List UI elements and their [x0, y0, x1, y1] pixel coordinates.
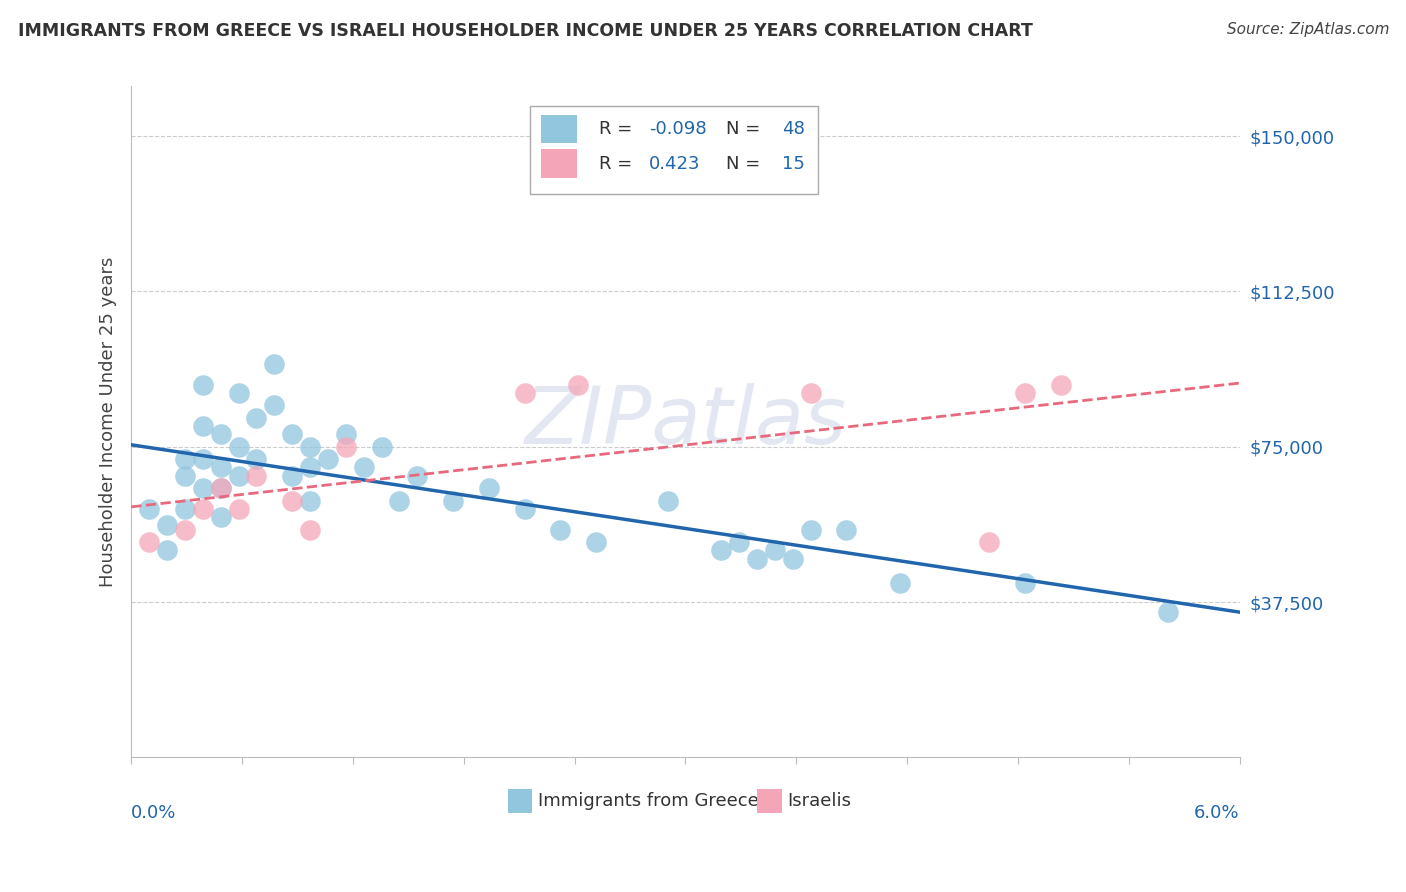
Point [799, 385, 821, 400]
FancyBboxPatch shape [541, 150, 576, 178]
Point [745, 551, 768, 566]
Point [281, 427, 304, 442]
Point [191, 501, 214, 516]
Point [173, 468, 195, 483]
Point [1014, 385, 1036, 400]
Point [228, 385, 250, 400]
Point [353, 460, 375, 475]
Text: IMMIGRANTS FROM GREECE VS ISRAELI HOUSEHOLDER INCOME UNDER 25 YEARS CORRELATION : IMMIGRANTS FROM GREECE VS ISRAELI HOUSEH… [18, 22, 1033, 40]
Point [298, 440, 321, 454]
Point [657, 493, 679, 508]
Point [173, 501, 195, 516]
Text: 0.0%: 0.0% [131, 805, 177, 822]
Text: Israelis: Israelis [787, 792, 852, 810]
Point [156, 543, 179, 558]
Text: R =: R = [599, 154, 638, 172]
Point [979, 535, 1001, 549]
Point [173, 452, 195, 467]
Point [316, 452, 339, 467]
FancyBboxPatch shape [508, 789, 533, 813]
Point [209, 510, 232, 524]
Point [1014, 576, 1036, 591]
Text: 15: 15 [782, 154, 804, 172]
Point [156, 518, 179, 533]
Text: N =: N = [727, 154, 766, 172]
Point [513, 501, 536, 516]
FancyBboxPatch shape [530, 106, 818, 194]
Point [263, 357, 285, 371]
Point [548, 523, 571, 537]
Y-axis label: Householder Income Under 25 years: Householder Income Under 25 years [100, 257, 117, 587]
Point [710, 543, 733, 558]
Point [138, 535, 160, 549]
Point [138, 501, 160, 516]
Point [209, 427, 232, 442]
Point [335, 440, 357, 454]
Point [835, 523, 858, 537]
Text: 6.0%: 6.0% [1194, 805, 1240, 822]
Point [245, 452, 267, 467]
Point [1157, 606, 1180, 620]
Point [191, 481, 214, 495]
Point [478, 481, 501, 495]
Point [263, 398, 285, 412]
Text: N =: N = [727, 120, 766, 137]
Point [1049, 377, 1071, 392]
Point [889, 576, 911, 591]
Point [191, 377, 214, 392]
Text: ZIPatlas: ZIPatlas [524, 383, 846, 461]
Point [370, 440, 392, 454]
Point [245, 468, 267, 483]
Text: 0.423: 0.423 [648, 154, 700, 172]
Point [298, 460, 321, 475]
Point [298, 493, 321, 508]
Point [209, 481, 232, 495]
Point [228, 501, 250, 516]
Point [728, 535, 751, 549]
Text: 48: 48 [782, 120, 804, 137]
Point [191, 452, 214, 467]
Point [388, 493, 411, 508]
Point [191, 419, 214, 434]
Point [406, 468, 429, 483]
Point [335, 427, 357, 442]
Point [245, 410, 267, 425]
FancyBboxPatch shape [758, 789, 782, 813]
Text: R =: R = [599, 120, 638, 137]
Point [209, 481, 232, 495]
Point [298, 523, 321, 537]
Text: -0.098: -0.098 [648, 120, 706, 137]
Point [567, 377, 589, 392]
Point [799, 523, 821, 537]
Point [281, 493, 304, 508]
Text: Immigrants from Greece: Immigrants from Greece [538, 792, 759, 810]
Point [585, 535, 607, 549]
Point [513, 385, 536, 400]
Point [209, 460, 232, 475]
FancyBboxPatch shape [541, 114, 576, 143]
Text: Source: ZipAtlas.com: Source: ZipAtlas.com [1226, 22, 1389, 37]
Point [763, 543, 786, 558]
Point [782, 551, 804, 566]
Point [441, 493, 464, 508]
Point [228, 468, 250, 483]
Point [173, 523, 195, 537]
Point [228, 440, 250, 454]
Point [281, 468, 304, 483]
